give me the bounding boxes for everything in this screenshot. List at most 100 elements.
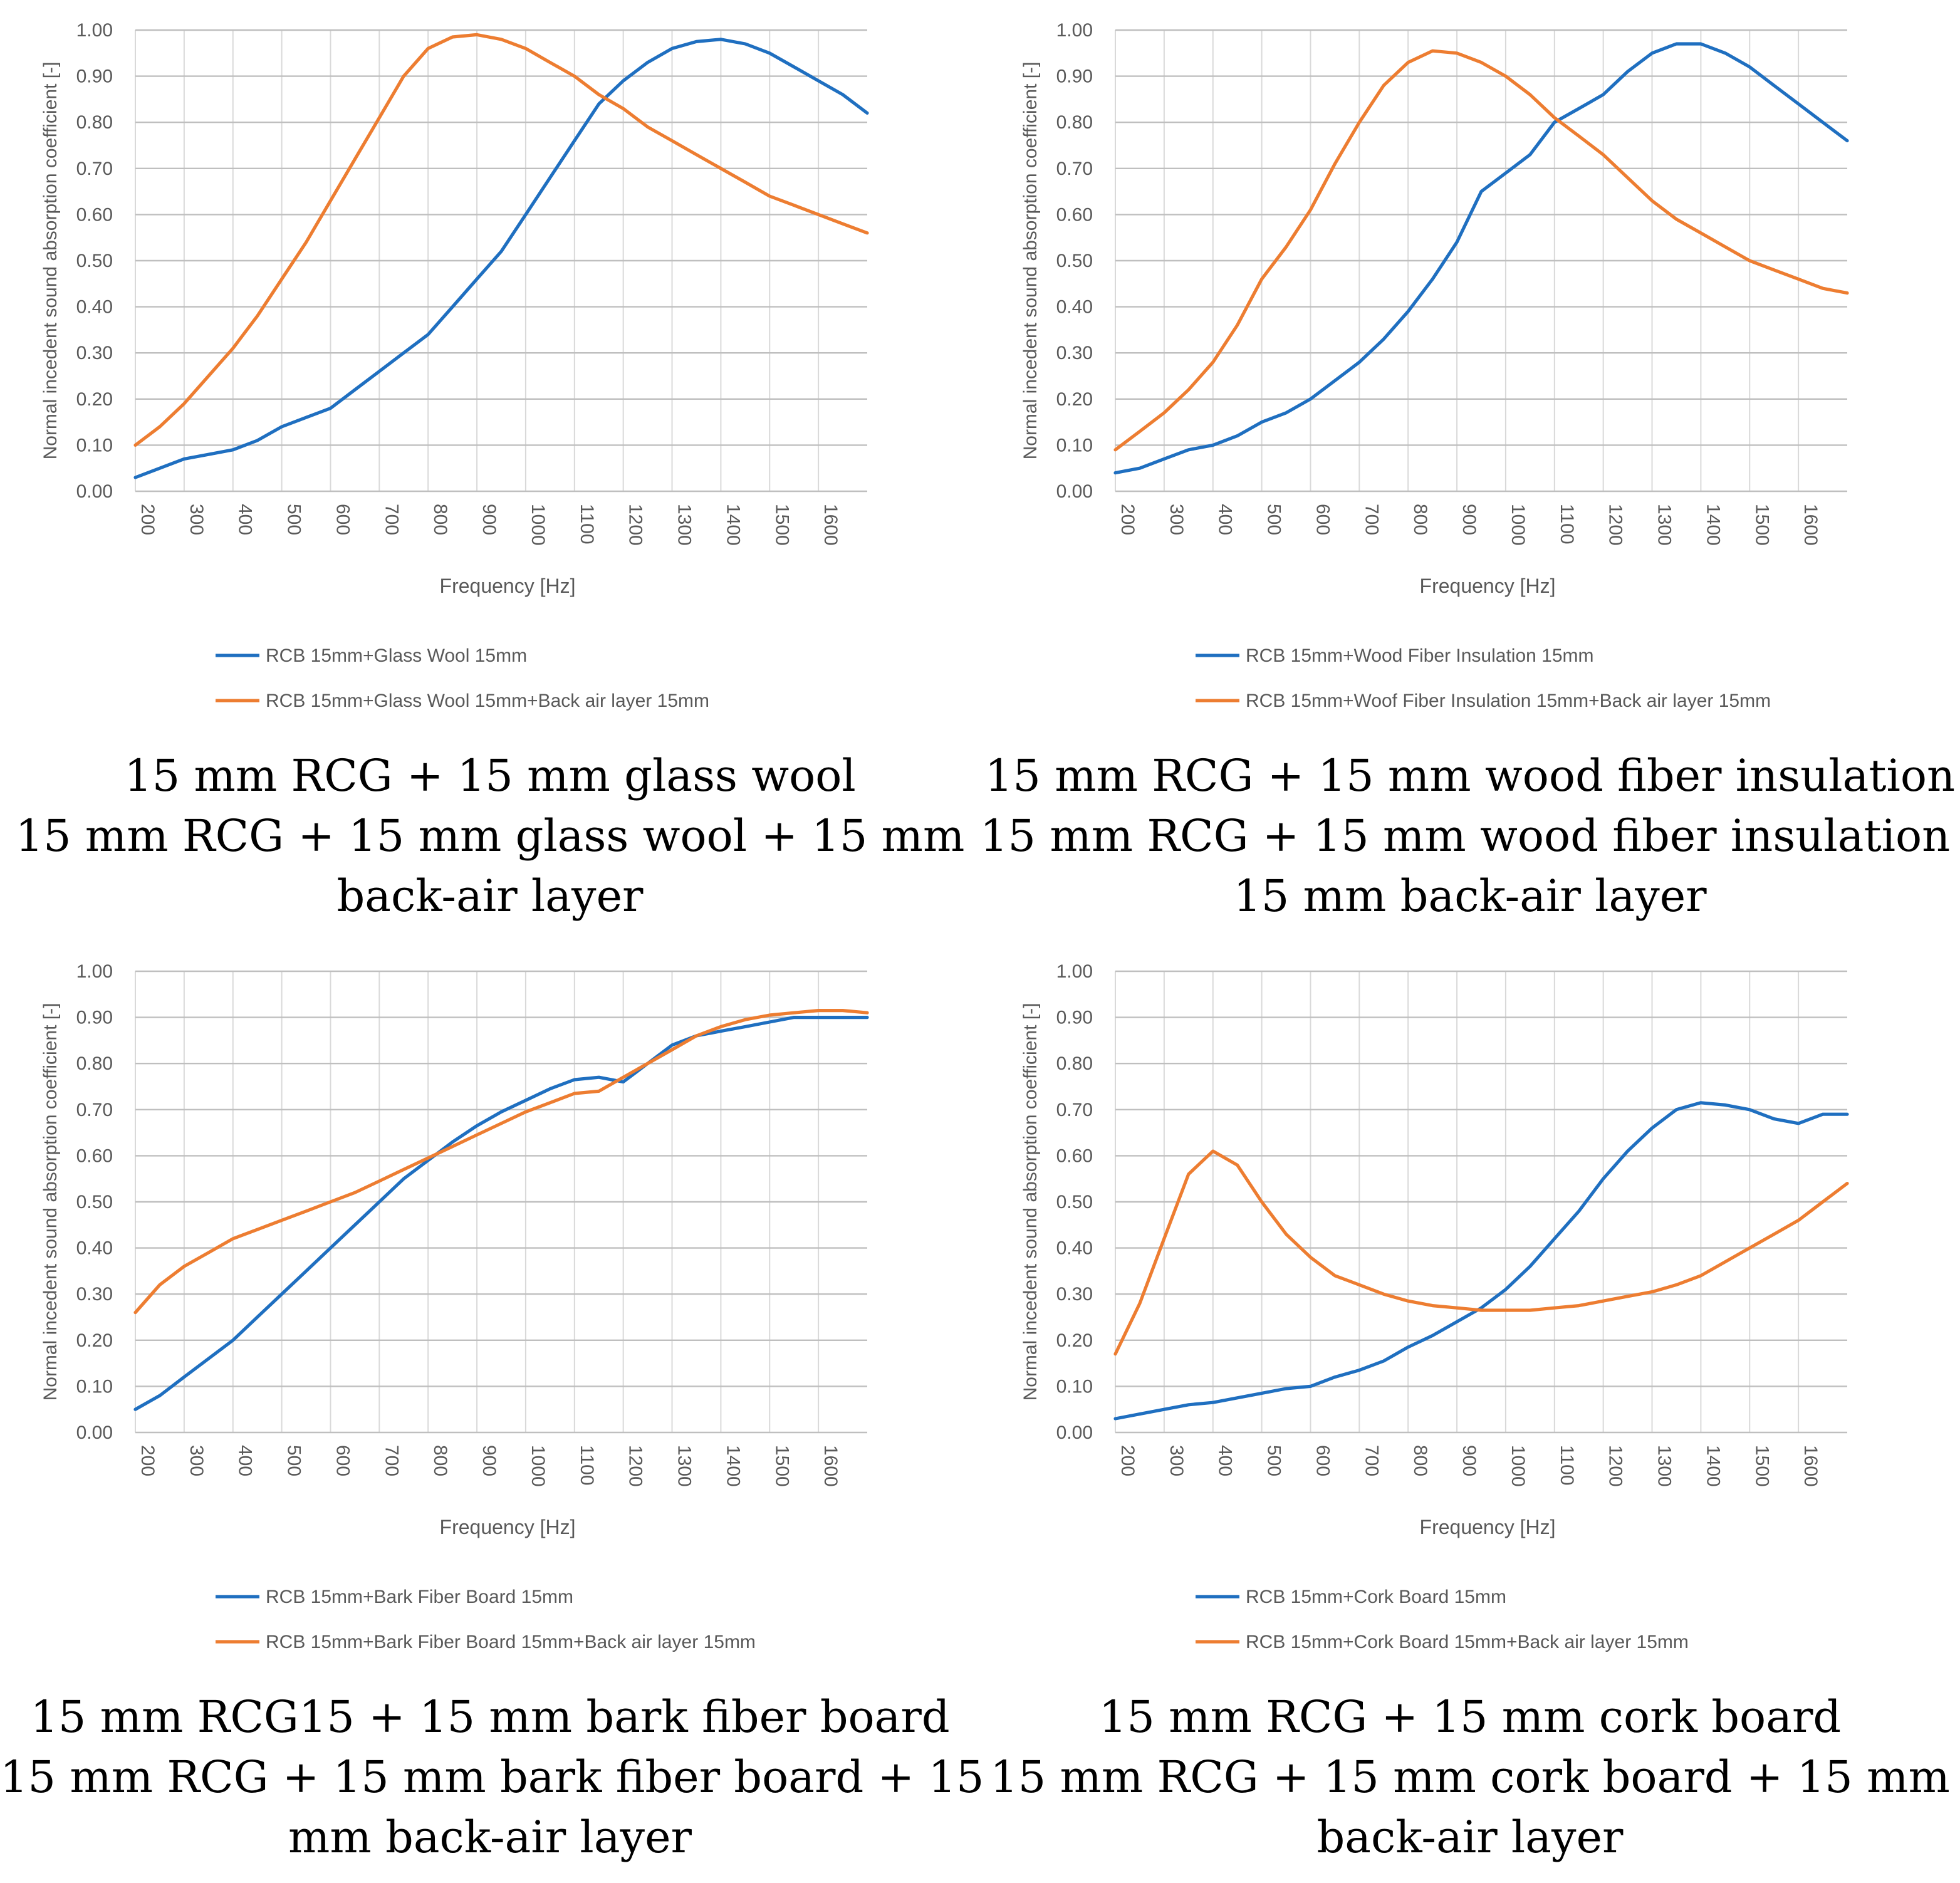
series-0-point (232, 1339, 234, 1342)
x-tick-label: 400 (1215, 1445, 1236, 1476)
chart-panel-cork-board: 200 300 400 500 600 700 800 900 1000 1100 1200 1300… (980, 941, 1960, 1881)
series-0-point (1139, 1412, 1141, 1416)
series-line-1 (1113, 49, 1849, 452)
series-1-point (280, 278, 283, 281)
series-0-point (1407, 310, 1409, 313)
series-1-point (1456, 52, 1458, 55)
legend-label-0: RCB 15mm+Cork Board 15mm (1246, 1587, 1506, 1607)
series-1-point (1846, 291, 1848, 295)
series-line-1 (133, 33, 869, 447)
series-1-point (1650, 199, 1654, 202)
series-1-point (768, 195, 771, 197)
x-tick-label: 1500 (1751, 1445, 1772, 1487)
series-0-point (1822, 121, 1824, 123)
series-1-point (1163, 412, 1165, 414)
series-0-point (744, 1025, 747, 1028)
series-0-point (1724, 52, 1727, 55)
series-0-point (134, 476, 137, 479)
series-1-point (1553, 117, 1556, 119)
series-1-point (1504, 1309, 1507, 1312)
series-0-point (207, 453, 210, 456)
y-tick-label: 0.70 (1056, 159, 1093, 179)
series-1-point (793, 1011, 795, 1014)
series-1-point (866, 232, 868, 234)
y-tick-label: 0.60 (1056, 204, 1093, 225)
series-line-0 (1113, 42, 1849, 475)
series-1-point (622, 1076, 625, 1078)
series-1-point (1748, 259, 1751, 262)
y-tick-label: 0.90 (76, 66, 113, 87)
x-tick-label: 1400 (722, 1445, 743, 1487)
series-0-point (1699, 43, 1702, 45)
series-0-point (1187, 449, 1190, 451)
x-tick-label: 500 (284, 504, 305, 535)
series-0-point (670, 47, 674, 50)
series-1-point (1626, 1295, 1629, 1298)
series-1-point (1236, 1164, 1239, 1166)
series-1-point (1480, 61, 1483, 64)
series-1-point (1212, 1150, 1214, 1152)
series-1-point (866, 1011, 868, 1014)
caption-wood-fiber: 15 mm RCG + 15 mm wood fiber insulation … (980, 746, 1960, 926)
series-0-point (1212, 1401, 1214, 1404)
y-tick-label: 0.30 (76, 343, 113, 363)
y-tick-label: 0.00 (1056, 1422, 1093, 1443)
series-1-point (670, 1048, 674, 1051)
series-1-point (793, 204, 795, 207)
x-tick-label: 900 (479, 1445, 499, 1476)
series-0-point (1748, 66, 1751, 68)
series-1-point (622, 107, 625, 110)
x-tick-label: 900 (1459, 504, 1479, 535)
legend-label-1: RCB 15mm+Bark Fiber Board 15mm+Back air … (266, 1632, 756, 1652)
series-0-point (598, 1076, 600, 1078)
series-0-point (866, 1016, 868, 1019)
y-tick-label: 0.90 (1056, 1008, 1093, 1028)
series-0-point (1578, 107, 1580, 110)
legend-label-1: RCB 15mm+Woof Fiber Insulation 15mm+Back… (1246, 691, 1771, 711)
y-tick-label: 0.40 (1056, 1238, 1093, 1259)
x-axis-label: Frequency [Hz] (1420, 1516, 1556, 1538)
series-1-point (305, 1210, 308, 1213)
x-tick-label: 1500 (1751, 504, 1772, 546)
y-tick-label: 0.80 (1056, 1053, 1093, 1074)
series-0-point (1529, 1265, 1531, 1268)
y-tick-label: 0.90 (1056, 66, 1093, 87)
series-1-point (1187, 389, 1190, 391)
series-1-point (1578, 1304, 1580, 1307)
series-0-point (670, 1044, 674, 1046)
x-tick-label: 700 (381, 1445, 402, 1476)
series-0-point (744, 43, 747, 45)
x-tick-label: 1400 (722, 504, 743, 546)
y-tick-label: 0.50 (1056, 251, 1093, 271)
series-0-point (817, 1016, 820, 1019)
series-1-point (402, 1168, 405, 1171)
legend-label-1: RCB 15mm+Glass Wool 15mm+Back air layer … (266, 691, 709, 711)
caption-line: 15 mm RCG + 15 mm glass wool + 15 mm (15, 810, 965, 862)
y-tick-label: 0.50 (76, 1192, 113, 1213)
series-0-point (622, 80, 625, 82)
y-tick-label: 0.00 (1056, 481, 1093, 502)
y-tick-label: 0.20 (76, 389, 113, 410)
x-tick-label: 600 (332, 504, 353, 535)
chart-panel-bark-fiber: 200 300 400 500 600 700 800 900 1000 1100 1200 1300… (0, 941, 984, 1881)
y-tick-label: 0.80 (76, 1053, 113, 1074)
series-0-point (1139, 467, 1141, 469)
series-1-point (1553, 1307, 1556, 1309)
series-1-point (817, 213, 820, 216)
series-0-point (500, 1110, 503, 1114)
x-tick-label: 1600 (1800, 504, 1821, 546)
y-tick-label: 0.40 (76, 297, 113, 318)
chart-glass-wool: 200 300 400 500 600 700 800 900 1000 1100 1200 1300… (40, 20, 869, 711)
series-0-point (1333, 379, 1337, 382)
x-tick-label: 200 (137, 504, 158, 535)
chart-panel-glass-wool: 200 300 400 500 600 700 800 900 1000 1100 1200 1300… (0, 0, 980, 940)
y-tick-label: 0.70 (76, 1100, 113, 1120)
series-0-point (1480, 1307, 1483, 1309)
x-tick-label: 400 (235, 1445, 256, 1476)
x-tick-label: 1000 (528, 1445, 548, 1487)
series-1-point (719, 1025, 722, 1028)
x-tick-label: 400 (235, 504, 256, 535)
series-1-point (1456, 1307, 1458, 1309)
series-1-point (1773, 269, 1775, 271)
series-1-point (427, 47, 429, 50)
